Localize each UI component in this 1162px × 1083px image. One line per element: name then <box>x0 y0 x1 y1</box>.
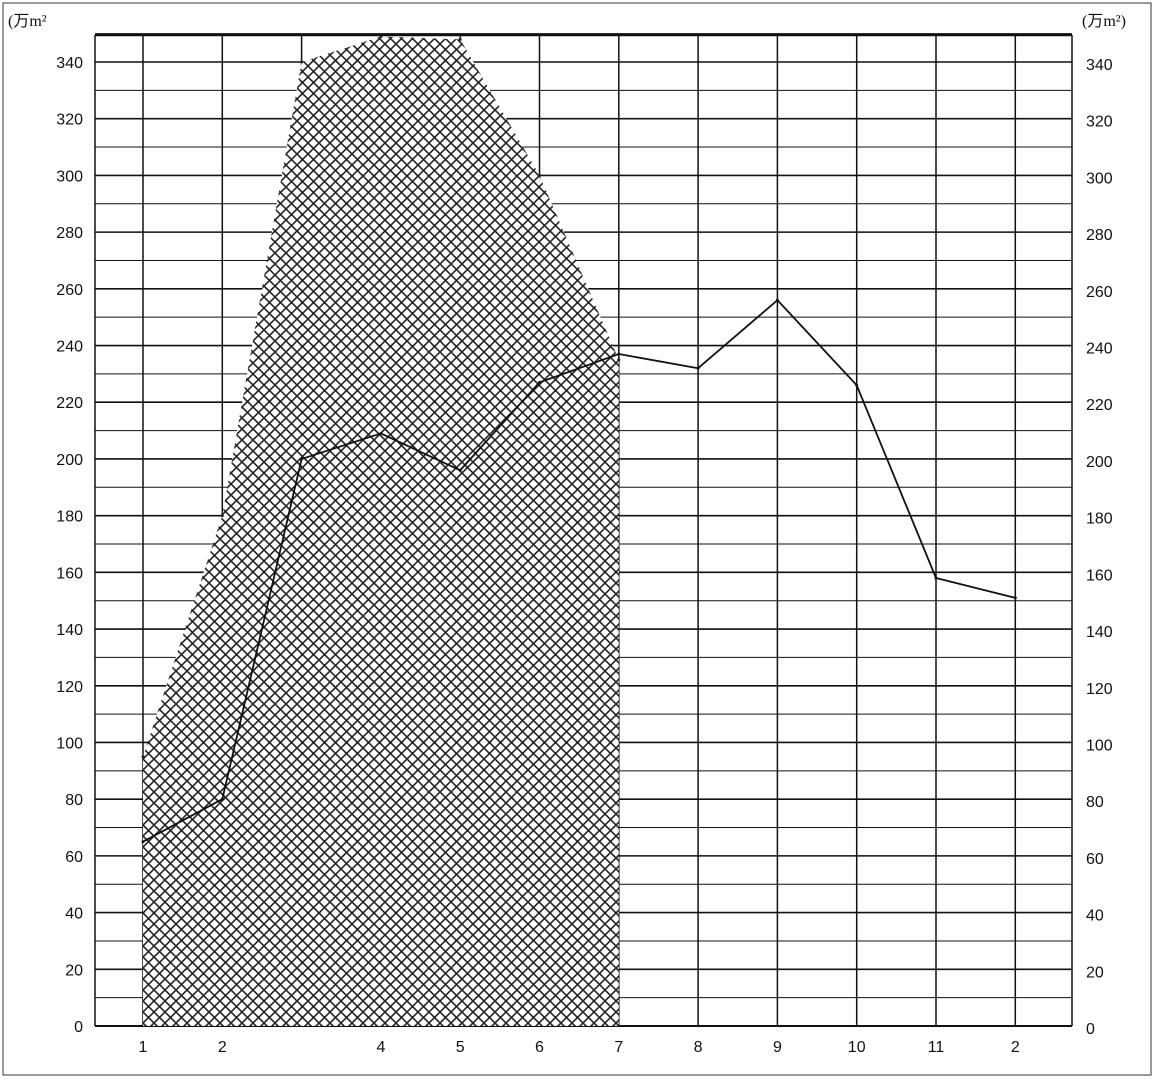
line-point <box>855 383 859 387</box>
y-tick-label-right: 120 <box>1086 681 1113 698</box>
line-point <box>934 576 938 580</box>
y-tick-label-right: 140 <box>1086 624 1113 641</box>
y-tick-label-right: 160 <box>1086 567 1113 584</box>
x-tick-label: 2 <box>1011 1039 1020 1056</box>
y-tick-label-right: 20 <box>1086 964 1104 981</box>
y-tick-label-left: 0 <box>74 1019 83 1036</box>
y-tick-label-right: 60 <box>1086 851 1104 868</box>
y-tick-label-left: 340 <box>56 55 83 72</box>
y-tick-label-left: 140 <box>56 622 83 639</box>
x-tick-label: 5 <box>456 1039 465 1056</box>
y-tick-label-right: 320 <box>1086 114 1113 131</box>
line-point <box>300 457 304 461</box>
y-tick-label-left: 20 <box>65 962 83 979</box>
y-tick-label-right: 180 <box>1086 511 1113 528</box>
line-point <box>220 797 224 801</box>
y-tick-label-right: 220 <box>1086 397 1113 414</box>
area-point <box>538 173 541 177</box>
area-point <box>220 514 224 518</box>
area-point <box>379 34 383 38</box>
y-tick-label-left: 80 <box>65 792 83 809</box>
y-tick-label-left: 240 <box>56 339 83 356</box>
y-tick-label-left: 100 <box>56 735 83 752</box>
y-tick-label-right: 80 <box>1086 794 1104 811</box>
y-tick-label-right: 240 <box>1086 341 1113 358</box>
x-tick-label: 4 <box>376 1039 385 1056</box>
y-tick-label-right: 0 <box>1086 1021 1095 1038</box>
x-tick-label: 9 <box>773 1039 782 1056</box>
axes: 0 0 20 20 40 40 60 60 80 80 100 100 120 120 140 140 160 1… <box>56 55 1113 1056</box>
y-tick-label-left: 120 <box>56 679 83 696</box>
area-fill <box>143 36 619 1026</box>
line-series <box>141 298 1017 844</box>
y-tick-label-left: 320 <box>56 112 83 129</box>
line-point <box>696 366 700 370</box>
y-tick-label-left: 160 <box>56 565 83 582</box>
y-tick-label-right: 100 <box>1086 737 1113 754</box>
x-tick-label: 7 <box>614 1039 623 1056</box>
x-tick-label: 1 <box>139 1039 148 1056</box>
area-point <box>141 755 145 759</box>
line-point <box>1013 596 1017 600</box>
y-tick-label-right: 280 <box>1086 227 1113 244</box>
y-tick-label-left: 260 <box>56 282 83 299</box>
y-tick-label-left: 200 <box>56 452 83 469</box>
hatched-area-series <box>141 34 621 1026</box>
left-unit-label: (万m² <box>8 13 47 30</box>
x-tick-label: 10 <box>848 1039 866 1056</box>
x-tick-label: 6 <box>535 1039 544 1056</box>
y-tick-label-left: 300 <box>56 168 83 185</box>
y-tick-label-right: 300 <box>1086 170 1113 187</box>
y-tick-label-left: 180 <box>56 509 83 526</box>
right-unit-label: (万m²) <box>1082 13 1126 30</box>
y-tick-label-right: 340 <box>1086 57 1113 74</box>
y-tick-label-right: 200 <box>1086 454 1113 471</box>
y-tick-label-left: 60 <box>65 849 83 866</box>
line-point <box>379 431 383 435</box>
x-tick-label: 2 <box>218 1039 227 1056</box>
x-tick-label: 11 <box>928 1039 945 1056</box>
y-tick-label-left: 280 <box>56 225 83 242</box>
y-tick-label-right: 40 <box>1086 908 1104 925</box>
series-line <box>142 299 1016 843</box>
y-tick-label-left: 220 <box>56 395 83 412</box>
line-point <box>458 468 462 472</box>
y-tick-label-right: 260 <box>1086 284 1113 301</box>
line-point <box>538 380 541 384</box>
line-point <box>617 352 621 356</box>
area-point <box>300 60 304 64</box>
line-point <box>775 298 779 302</box>
area-point <box>617 358 621 362</box>
area-point <box>458 37 462 41</box>
x-tick-label: 8 <box>694 1039 703 1056</box>
y-tick-label-left: 40 <box>65 906 83 923</box>
line-point <box>141 840 145 844</box>
